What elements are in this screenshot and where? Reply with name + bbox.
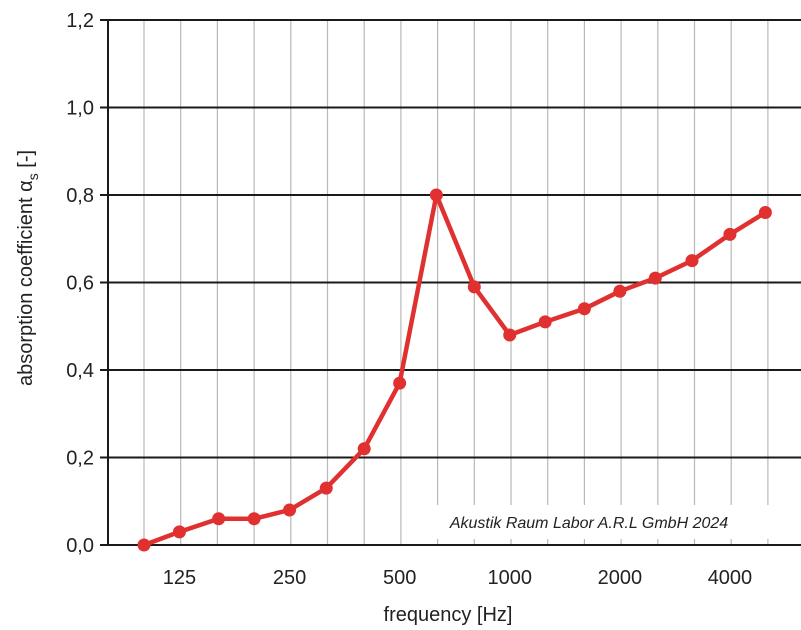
annotation-background: [404, 505, 784, 539]
data-point: [613, 284, 627, 298]
x-tick-label: 250: [273, 567, 306, 589]
chart-annotation: Akustik Raum Labor A.R.L GmbH 2024: [449, 515, 728, 532]
y-tick-label: 0,2: [66, 448, 94, 470]
x-axis-label: frequency [Hz]: [384, 604, 513, 626]
x-tick-label: 500: [383, 567, 416, 589]
x-tick-label: 4000: [708, 567, 753, 589]
y-tick-label: 1,0: [66, 98, 94, 120]
data-point: [685, 254, 699, 268]
horizontal-grid: [107, 19, 801, 546]
y-tick-label: 0,8: [66, 185, 94, 207]
data-point: [212, 512, 226, 526]
data-point: [393, 376, 407, 390]
data-point: [357, 442, 371, 456]
y-axis-label-sub: s: [25, 173, 41, 180]
y-axis-label: absorption coefficient αs [-]: [15, 150, 41, 386]
x-tick-label: 125: [163, 567, 196, 589]
x-axis-ticks: 125 250 500 1000 2000 4000: [163, 567, 752, 589]
y-tick-label: 0,6: [66, 273, 94, 295]
series-points-group: [137, 188, 772, 552]
data-point: [577, 302, 591, 316]
data-point: [648, 271, 662, 285]
data-point: [503, 328, 517, 342]
x-tick-label: 1000: [487, 567, 532, 589]
data-point: [247, 512, 261, 526]
y-tick-label: 1,2: [66, 10, 94, 32]
data-point: [723, 227, 737, 241]
data-point: [429, 188, 443, 202]
y-axis-label-main: absorption coefficient α: [15, 180, 37, 386]
data-point: [137, 538, 151, 552]
y-tick-label: 0,0: [66, 535, 94, 557]
y-axis-ticks: 0,0 0,2 0,4 0,6 0,8 1,0 1,2: [66, 10, 108, 557]
y-axis-label-suffix: [-]: [15, 150, 37, 173]
data-point: [758, 206, 772, 219]
data-point: [319, 481, 333, 495]
data-point: [538, 315, 552, 329]
data-point: [283, 503, 297, 517]
data-point: [172, 525, 186, 539]
x-tick-label: 2000: [598, 567, 643, 589]
data-point: [467, 280, 481, 294]
y-tick-label: 0,4: [66, 360, 94, 382]
